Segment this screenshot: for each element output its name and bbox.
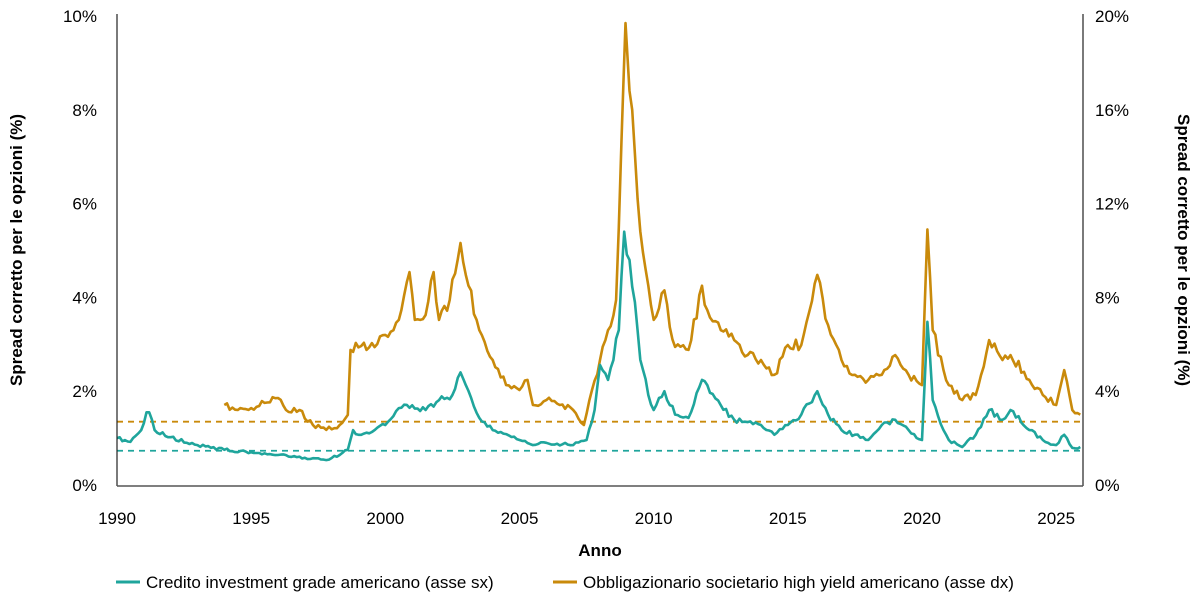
x-tick-label: 2015 [769, 509, 807, 528]
reference-lines [117, 420, 1083, 452]
y-tick-label-left: 2% [72, 382, 97, 401]
y-tick-label-left: 10% [63, 7, 97, 26]
series-lines [116, 21, 1081, 462]
y-tick-label-right: 20% [1095, 7, 1129, 26]
y-tick-label-left: 6% [72, 195, 97, 214]
y-tick-label-left: 4% [72, 288, 97, 307]
y-tick-label-right: 0% [1095, 476, 1120, 495]
x-tick-label: 2010 [635, 509, 673, 528]
y-tick-label-right: 8% [1095, 288, 1120, 307]
x-tick-label: 2020 [903, 509, 941, 528]
x-tick-label: 2005 [501, 509, 539, 528]
series-line-ig [116, 230, 1081, 462]
y-tick-label-left: 0% [72, 476, 97, 495]
legend: Credito investment grade americano (asse… [116, 573, 1014, 592]
x-axis-title: Anno [578, 541, 621, 560]
y-axis-title-right: Spread corretto per le opzioni (%) [1174, 114, 1193, 386]
y-tick-label-right: 12% [1095, 195, 1129, 214]
x-tick-label: 1995 [232, 509, 270, 528]
x-tick-label: 2000 [366, 509, 404, 528]
x-tick-label: 1990 [98, 509, 136, 528]
legend-label-ig: Credito investment grade americano (asse… [146, 573, 494, 592]
tick-labels: 1990 1995 2000 2005 2010 2015 2020 2025 0% 2% 4% 6%… [63, 7, 1129, 528]
y-tick-label-left: 8% [72, 101, 97, 120]
x-tick-label: 2025 [1037, 509, 1075, 528]
y-tick-label-right: 4% [1095, 382, 1120, 401]
legend-label-hy: Obbligazionario societario high yield am… [583, 573, 1014, 592]
series-line-hy [223, 21, 1081, 432]
y-tick-label-right: 16% [1095, 101, 1129, 120]
y-axis-title-left: Spread corretto per le opzioni (%) [7, 114, 26, 386]
